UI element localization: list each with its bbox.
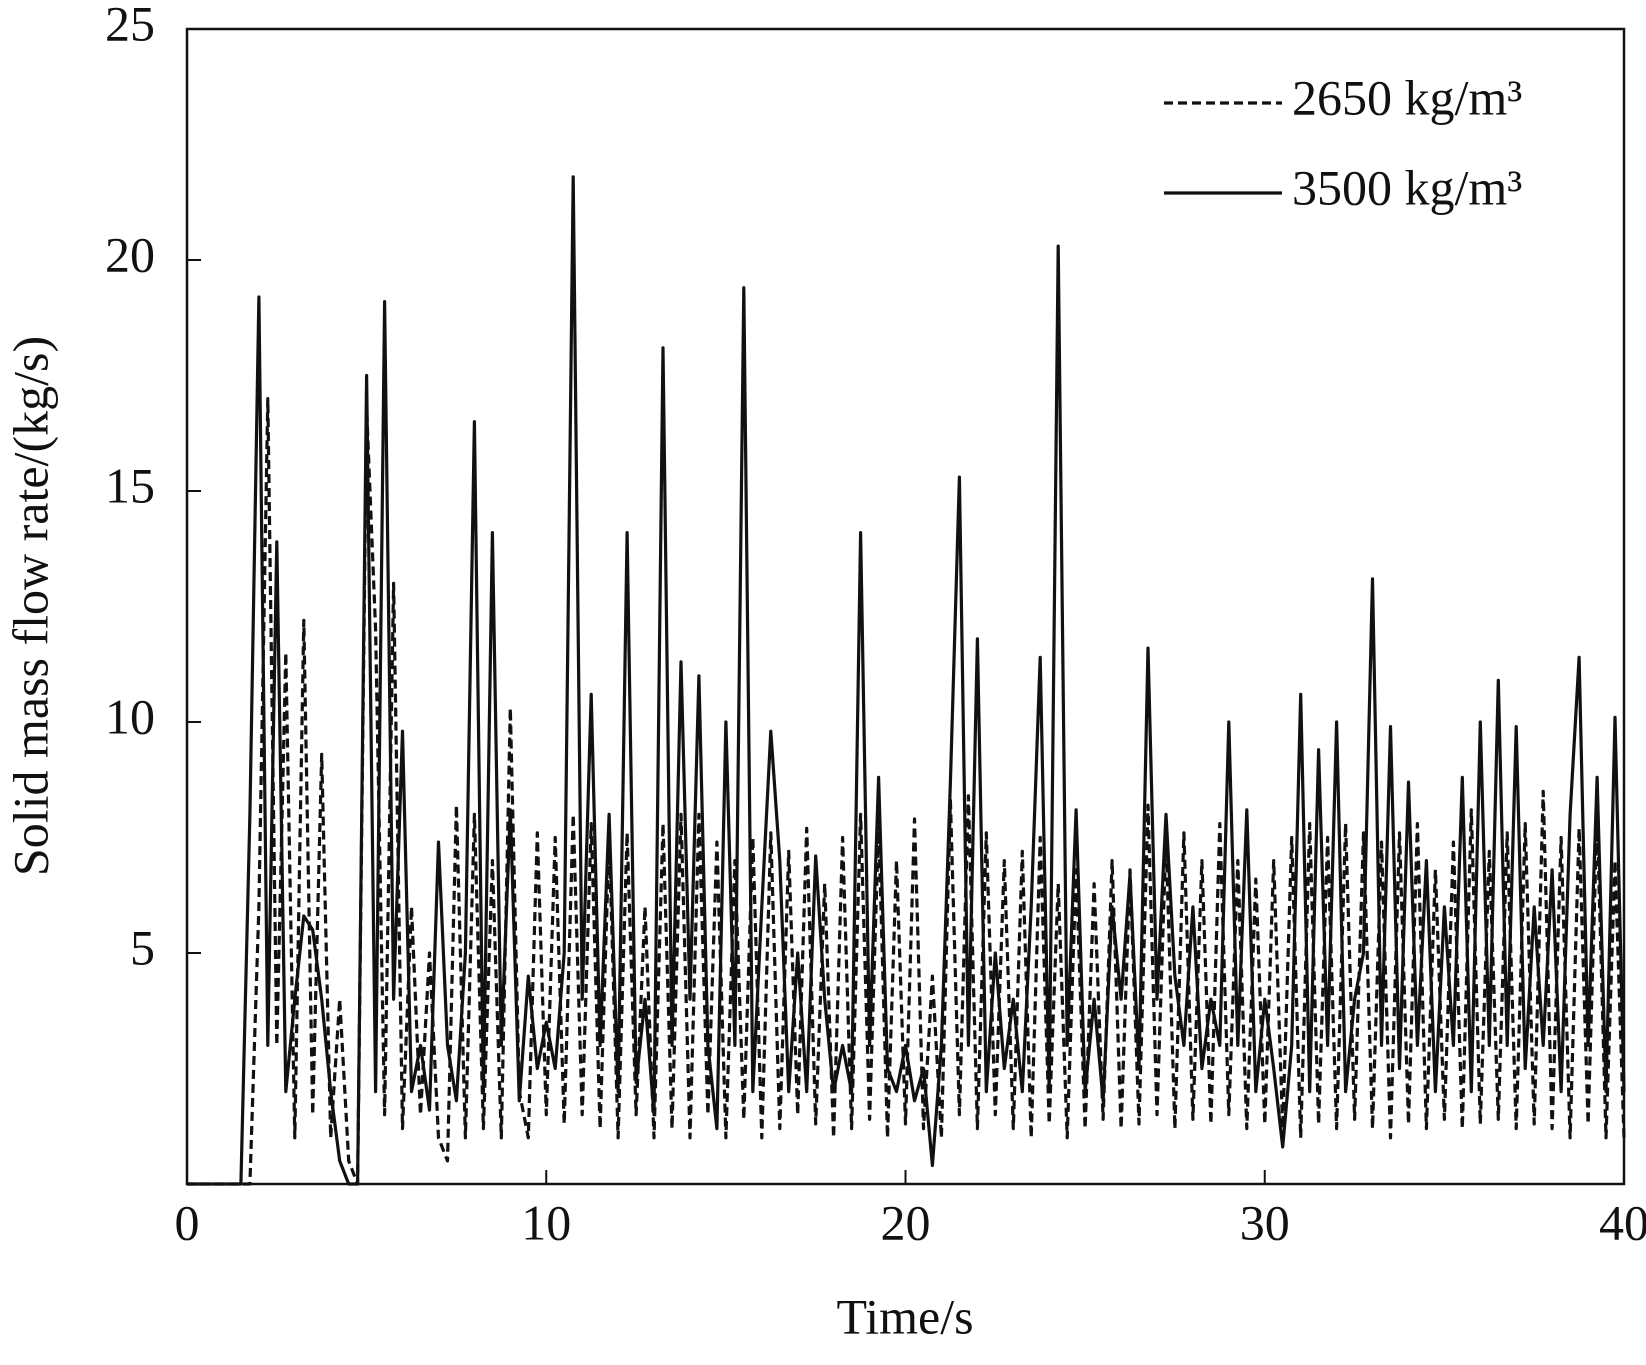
legend-label: 2650 kg/m³ bbox=[1292, 69, 1522, 125]
x-tick-label: 20 bbox=[881, 1194, 931, 1250]
x-tick-label: 10 bbox=[521, 1194, 571, 1250]
x-axis-title: Time/s bbox=[836, 1288, 973, 1344]
y-tick-label: 10 bbox=[105, 688, 155, 744]
y-tick-label: 15 bbox=[105, 457, 155, 513]
legend-label: 3500 kg/m³ bbox=[1292, 159, 1522, 215]
series-line bbox=[187, 175, 1626, 1186]
y-axis-title: Solid mass flow rate/(kg/s) bbox=[2, 336, 58, 876]
x-tick-label: 30 bbox=[1240, 1194, 1290, 1250]
y-tick-label: 20 bbox=[105, 226, 155, 282]
x-tick-label: 40 bbox=[1599, 1194, 1646, 1250]
x-tick-label: 0 bbox=[175, 1194, 200, 1250]
y-tick-label: 25 bbox=[105, 0, 155, 51]
y-tick-label: 5 bbox=[130, 919, 155, 975]
